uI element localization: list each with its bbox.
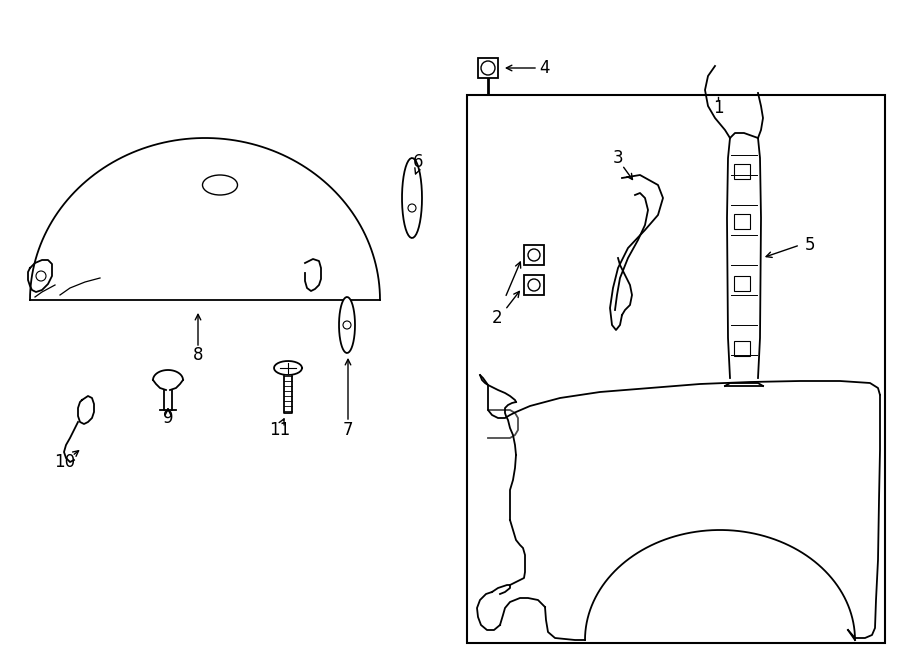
Bar [734,164,750,179]
Circle shape [528,279,540,291]
Text: 6: 6 [413,153,423,171]
Bar [467,95,885,643]
Bar [524,245,544,265]
Circle shape [408,204,416,212]
Polygon shape [339,297,355,353]
Bar [734,214,750,229]
Text: 3: 3 [613,149,624,167]
Text: 10: 10 [54,453,76,471]
Circle shape [481,61,495,75]
Polygon shape [402,158,422,238]
Bar [524,275,544,295]
Bar [478,58,498,78]
Ellipse shape [202,175,238,195]
Text: 4: 4 [540,59,550,77]
Circle shape [36,271,46,281]
Text: 5: 5 [805,236,815,254]
Text: 8: 8 [193,346,203,364]
Bar [734,341,750,356]
Circle shape [343,321,351,329]
Circle shape [528,249,540,261]
Text: 11: 11 [269,421,291,439]
Text: 1: 1 [713,99,724,117]
Text: 9: 9 [163,409,173,427]
Bar [734,276,750,291]
Text: 2: 2 [491,309,502,327]
Text: 7: 7 [343,421,353,439]
